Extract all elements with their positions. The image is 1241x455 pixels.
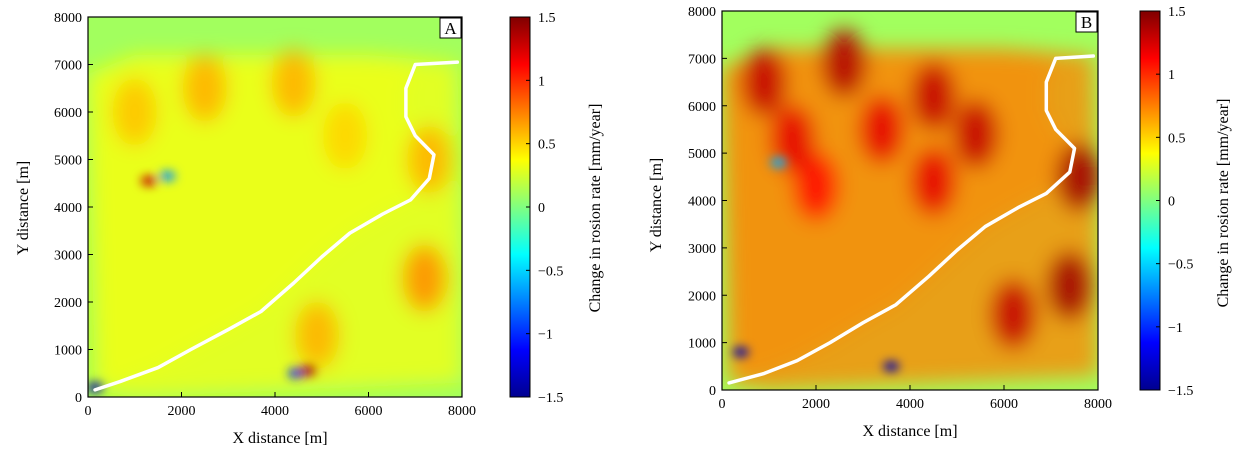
panel-a-ridge-5: [402, 244, 447, 313]
panel-b-anomaly-1: [883, 361, 900, 372]
panel-b-xtick-label: 2000: [802, 397, 830, 412]
panel-b-ytick-label: 6000: [688, 100, 716, 115]
panel-b-ridge-8: [911, 147, 956, 216]
panel-b-xtick-label: 6000: [990, 397, 1018, 412]
panel-b-ytick-label: 0: [709, 384, 716, 399]
panel-a-cbar-tick-label: −1.5: [538, 391, 563, 406]
panel-a-cbar-tick-label: 1: [538, 74, 545, 89]
panel-b-ytick-label: 4000: [688, 195, 716, 210]
panel-a-ytick-label: 5000: [54, 154, 82, 169]
panel-a-cbar-tick-label: 0: [538, 201, 545, 216]
panel-a-catchment-lower: [95, 62, 462, 397]
panel-a-ytick-label: 3000: [54, 249, 82, 264]
panel-a-heatmap: [88, 17, 462, 397]
panel-a-ytick-label: 0: [75, 391, 82, 406]
panel-a-ridge-3: [323, 101, 368, 170]
panel-a-anomaly-3: [299, 365, 316, 376]
panel-a-cbar-tick-label: −1: [538, 328, 553, 343]
panel-a-ytick-label: 6000: [54, 106, 82, 121]
panel-b-xtick-label: 4000: [896, 397, 924, 412]
panel-b-ridge-5: [1057, 142, 1098, 211]
panel-b-cbar-tick-label: −0.5: [1168, 258, 1193, 273]
panel-b-ytick-label: 5000: [688, 147, 716, 162]
panel-b-ridge-6: [1047, 251, 1092, 320]
panel-b-ridge-3: [911, 62, 956, 131]
panel-b-channel-line: [727, 54, 1096, 385]
panel-a: Y distance [m] X distance [m] Change in …: [15, 11, 604, 447]
panel-a-cbar-tick-label: 1.5: [538, 11, 556, 26]
panel-a-ylabel: Y distance [m]: [15, 161, 32, 255]
panel-b-ridge-9: [794, 152, 838, 221]
panel-b-cbar-tick-label: 1.5: [1168, 5, 1186, 20]
panel-b-cbar-tick-label: −1: [1168, 321, 1183, 336]
panel-b-ylabel: Y distance [m]: [648, 158, 665, 252]
panel-b-ridge-4: [953, 100, 998, 169]
panel-a-ytick-label: 8000: [54, 11, 82, 26]
panel-b-ridge-1: [822, 29, 867, 98]
panel-a-xtick-label: 0: [85, 404, 92, 419]
panel-b-cbar-tick-label: 0.5: [1168, 131, 1186, 146]
panel-b: Y distance [m] X distance [m] Change in …: [648, 5, 1232, 440]
panel-a-ytick-label: 7000: [54, 59, 82, 74]
panel-b-xlabel: X distance [m]: [862, 423, 957, 440]
panel-b-ridge-0: [742, 48, 787, 117]
panel-a-ytick-label: 4000: [54, 201, 82, 216]
panel-a-xtick-label: 2000: [168, 404, 196, 419]
panel-a-letter: A: [444, 19, 457, 38]
panel-b-ytick-label: 2000: [688, 289, 716, 304]
panel-a-ridge-6: [295, 301, 340, 370]
panel-b-ridge-10: [770, 104, 815, 173]
panel-b-ytick-label: 3000: [688, 242, 716, 257]
panel-b-anomaly-0: [732, 347, 749, 358]
panel-b-catchment-upper: [722, 48, 1094, 383]
panel-a-anomaly-0: [140, 175, 157, 186]
panel-a-ridge-2: [271, 49, 316, 118]
panel-a-ytick-label: 2000: [54, 296, 82, 311]
panel-b-anomaly-2: [770, 157, 787, 168]
panel-a-cbar-tick-label: 0.5: [538, 138, 556, 153]
panel-b-ytick-label: 7000: [688, 52, 716, 67]
panel-a-ytick-label: 1000: [54, 344, 82, 359]
panel-a-cbar-label: Change in rosion rate [mm/year]: [587, 104, 604, 313]
panel-b-cbar-label: Change in rosion rate [mm/year]: [1215, 99, 1232, 308]
panel-a-xtick-label: 6000: [355, 404, 383, 419]
panel-a-anomaly-1: [159, 171, 176, 182]
panel-b-cbar-tick-label: −1.5: [1168, 384, 1193, 399]
panel-a-ridge-0: [112, 78, 157, 146]
panel-b-ytick-label: 8000: [688, 5, 716, 20]
panel-b-heatmap: [722, 11, 1098, 390]
panel-b-letter-box: [1075, 11, 1098, 33]
panel-b-cbar-tick-label: 0: [1168, 195, 1175, 210]
panel-b-ridge-7: [991, 280, 1036, 349]
panel-b-ytick-label: 1000: [688, 337, 716, 352]
panel-a-xtick-label: 8000: [448, 404, 476, 419]
panel-b-cbar-tick-label: 1: [1168, 68, 1175, 83]
panel-a-xtick-label: 4000: [261, 404, 289, 419]
panel-a-ridge-1: [182, 54, 227, 123]
panel-a-cbar-tick-label: −0.5: [538, 264, 563, 279]
panel-a-letter-box: [439, 17, 462, 39]
panel-a-xlabel: X distance [m]: [232, 430, 327, 447]
panel-a-channel-line: [93, 60, 460, 392]
panel-b-letter: B: [1081, 13, 1092, 32]
panel-b-xtick-label: 8000: [1084, 397, 1112, 412]
panel-b-ridge-2: [859, 95, 904, 164]
panel-b-xtick-label: 0: [719, 397, 726, 412]
panel-a-ridge-4: [407, 125, 452, 194]
